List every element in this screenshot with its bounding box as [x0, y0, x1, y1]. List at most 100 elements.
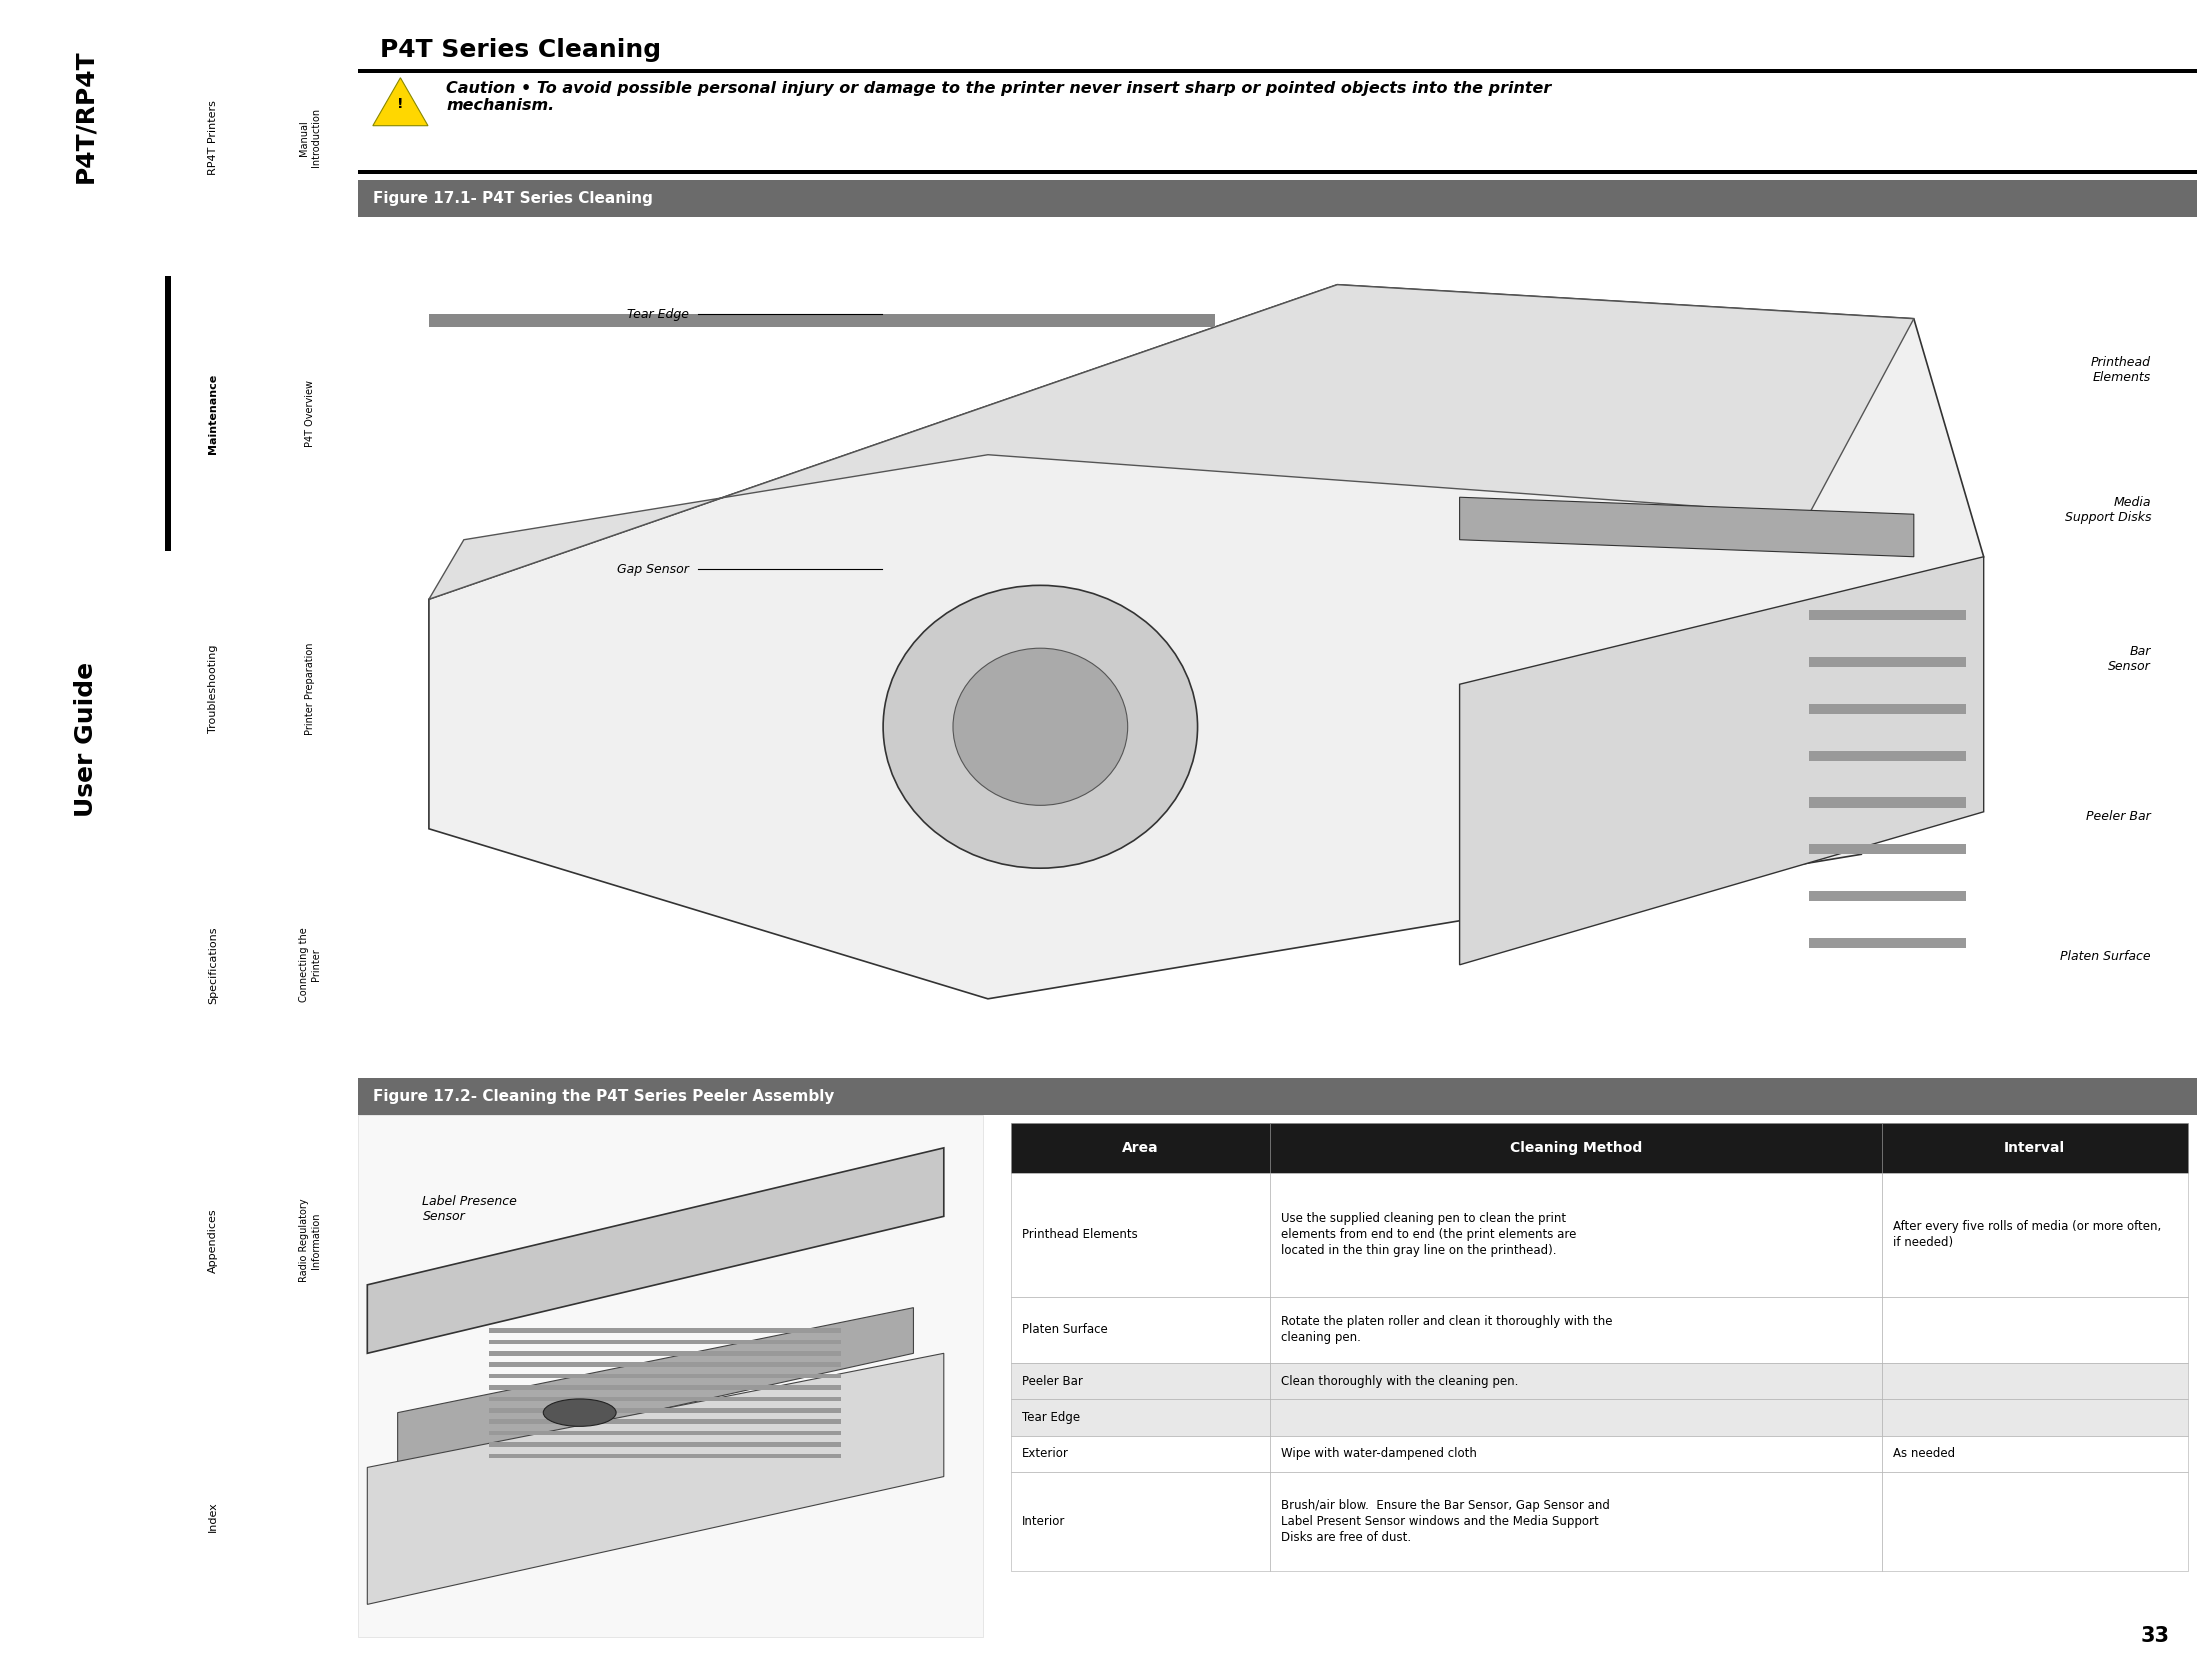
- Bar: [1808, 751, 1966, 761]
- Polygon shape: [367, 1353, 945, 1604]
- Bar: [1883, 1363, 2188, 1399]
- Bar: [1011, 1436, 1270, 1472]
- Circle shape: [883, 586, 1197, 868]
- Text: Peeler Bar: Peeler Bar: [2087, 809, 2151, 822]
- Text: 33: 33: [2140, 1626, 2168, 1646]
- Bar: [488, 1442, 841, 1447]
- Bar: [488, 1351, 841, 1356]
- Text: Maintenance: Maintenance: [209, 374, 218, 453]
- Bar: [488, 1396, 841, 1401]
- Text: Printer Preparation: Printer Preparation: [305, 643, 314, 736]
- Text: Peeler Bar: Peeler Bar: [1022, 1374, 1083, 1388]
- Bar: [1011, 1173, 1270, 1297]
- Text: After every five rolls of media (or more often,
if needed): After every five rolls of media (or more…: [1894, 1221, 2162, 1249]
- Text: RP4T Printers: RP4T Printers: [209, 101, 218, 175]
- Bar: [358, 170, 2197, 174]
- Bar: [1270, 1173, 1883, 1297]
- Bar: [488, 1328, 841, 1333]
- Bar: [488, 1408, 841, 1413]
- Text: P4T/RP4T: P4T/RP4T: [75, 50, 97, 184]
- Text: Figure 17.1- P4T Series Cleaning: Figure 17.1- P4T Series Cleaning: [373, 190, 653, 207]
- Bar: [488, 1340, 841, 1345]
- Bar: [1011, 1123, 1270, 1173]
- Text: Platen Surface: Platen Surface: [1022, 1323, 1107, 1336]
- Bar: [1270, 1123, 1883, 1173]
- Bar: [358, 180, 2197, 217]
- Bar: [1011, 1363, 1270, 1399]
- Bar: [1011, 1297, 1270, 1363]
- Bar: [1270, 1399, 1883, 1436]
- Text: Printhead
Elements: Printhead Elements: [2092, 356, 2151, 384]
- Bar: [1270, 1436, 1883, 1472]
- Text: Clean thoroughly with the cleaning pen.: Clean thoroughly with the cleaning pen.: [1281, 1374, 1518, 1388]
- Text: Connecting the
Printer: Connecting the Printer: [299, 928, 321, 1002]
- Bar: [1883, 1399, 2188, 1436]
- Bar: [1808, 797, 1966, 807]
- Polygon shape: [1459, 498, 1914, 557]
- Text: Appendices: Appendices: [209, 1207, 218, 1274]
- Bar: [1808, 705, 1966, 715]
- Text: Label Presence
Sensor: Label Presence Sensor: [422, 1194, 516, 1222]
- Bar: [1808, 938, 1966, 948]
- Text: Printhead Elements: Printhead Elements: [1022, 1229, 1138, 1240]
- Text: P4T Series Cleaning: P4T Series Cleaning: [380, 38, 661, 63]
- Polygon shape: [1459, 557, 1984, 964]
- Bar: [358, 217, 2197, 1067]
- Text: Brush/air blow.  Ensure the Bar Sensor, Gap Sensor and
Label Present Sensor wind: Brush/air blow. Ensure the Bar Sensor, G…: [1281, 1499, 1610, 1545]
- Text: Caution • To avoid possible personal injury or damage to the printer never inser: Caution • To avoid possible personal inj…: [446, 81, 1551, 114]
- Bar: [1011, 1399, 1270, 1436]
- Bar: [1808, 610, 1966, 620]
- Text: Cleaning Method: Cleaning Method: [1509, 1141, 1641, 1154]
- Text: Area: Area: [1123, 1141, 1158, 1154]
- Text: Bar
Sensor: Bar Sensor: [2109, 645, 2151, 673]
- Bar: [165, 276, 171, 551]
- Polygon shape: [373, 78, 428, 126]
- Ellipse shape: [543, 1399, 615, 1426]
- Text: Exterior: Exterior: [1022, 1447, 1068, 1460]
- Text: Use the supplied cleaning pen to clean the print
elements from end to end (the p: Use the supplied cleaning pen to clean t…: [1281, 1212, 1575, 1257]
- Bar: [428, 314, 1215, 327]
- Bar: [488, 1374, 841, 1378]
- Bar: [488, 1431, 841, 1436]
- Text: Tear Edge: Tear Edge: [626, 308, 690, 321]
- Text: User Guide: User Guide: [75, 662, 97, 817]
- Text: Interior: Interior: [1022, 1515, 1066, 1528]
- Bar: [1270, 1472, 1883, 1571]
- Circle shape: [953, 648, 1127, 805]
- Text: Tear Edge: Tear Edge: [1022, 1411, 1081, 1424]
- Text: !: !: [398, 98, 404, 111]
- Bar: [358, 1115, 984, 1637]
- Bar: [1270, 1297, 1883, 1363]
- Bar: [488, 1454, 841, 1459]
- Text: Interval: Interval: [2004, 1141, 2065, 1154]
- Bar: [1883, 1123, 2188, 1173]
- Text: Platen Surface: Platen Surface: [2061, 949, 2151, 963]
- Bar: [1808, 844, 1966, 855]
- Bar: [1270, 1363, 1883, 1399]
- Bar: [1883, 1297, 2188, 1363]
- Bar: [1883, 1472, 2188, 1571]
- Bar: [1011, 1472, 1270, 1571]
- Text: Figure 17.2- Cleaning the P4T Series Peeler Assembly: Figure 17.2- Cleaning the P4T Series Pee…: [373, 1088, 835, 1105]
- Bar: [488, 1386, 841, 1389]
- Text: Manual
Introduction: Manual Introduction: [299, 108, 321, 167]
- Bar: [1808, 892, 1966, 901]
- Polygon shape: [398, 1308, 914, 1467]
- Polygon shape: [428, 284, 1984, 999]
- Text: Radio Regulatory
Information: Radio Regulatory Information: [299, 1199, 321, 1282]
- Polygon shape: [367, 1148, 945, 1353]
- Polygon shape: [428, 284, 1914, 599]
- Bar: [358, 1078, 2197, 1115]
- Text: Rotate the platen roller and clean it thoroughly with the
cleaning pen.: Rotate the platen roller and clean it th…: [1281, 1315, 1613, 1345]
- Text: Media
Support Disks: Media Support Disks: [2065, 496, 2151, 524]
- Text: Gap Sensor: Gap Sensor: [617, 562, 690, 576]
- Text: Specifications: Specifications: [209, 926, 218, 1004]
- Text: As needed: As needed: [1894, 1447, 1955, 1460]
- Bar: [358, 69, 2197, 73]
- Bar: [1808, 657, 1966, 667]
- Text: Troubleshooting: Troubleshooting: [209, 645, 218, 733]
- Bar: [1883, 1173, 2188, 1297]
- Bar: [488, 1419, 841, 1424]
- Text: P4T Overview: P4T Overview: [305, 380, 314, 447]
- Text: Index: Index: [209, 1500, 218, 1532]
